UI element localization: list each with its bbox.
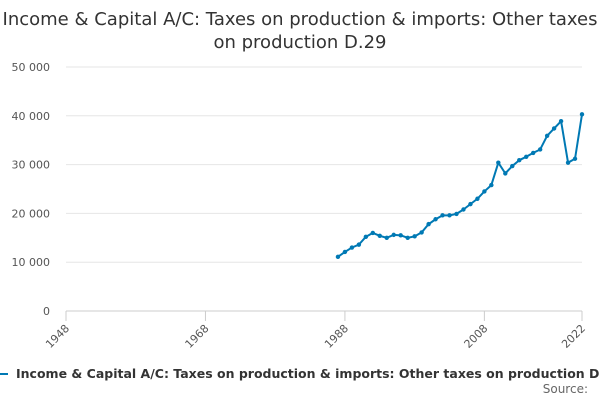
y-tick-label: 10 000 — [12, 256, 51, 269]
x-tick-label: 1968 — [183, 322, 212, 351]
y-tick-label: 30 000 — [12, 159, 51, 172]
chart-title: Income & Capital A/C: Taxes on productio… — [2, 9, 598, 53]
data-point[interactable] — [482, 189, 487, 194]
x-tick-label: 1948 — [43, 322, 72, 351]
y-tick-label: 20 000 — [12, 207, 51, 220]
y-tick-label: 50 000 — [12, 61, 51, 74]
y-tick-label: 0 — [43, 305, 50, 318]
data-point[interactable] — [454, 211, 459, 217]
data-point[interactable] — [503, 171, 508, 176]
x-tick-label: 1988 — [322, 322, 351, 351]
data-point[interactable] — [433, 217, 438, 222]
legend[interactable]: Income & Capital A/C: Taxes on productio… — [0, 366, 600, 384]
x-tick-label: 2022 — [559, 322, 588, 351]
data-point[interactable] — [419, 230, 424, 235]
data-point[interactable] — [565, 160, 571, 165]
data-point[interactable] — [440, 213, 445, 218]
axis-layer: 0 10 000 20 000 30 000 40 000 50 000 1948 1968 1… — [12, 61, 589, 351]
data-point[interactable] — [572, 156, 578, 161]
data-point[interactable] — [517, 158, 522, 163]
data-point[interactable] — [489, 182, 494, 188]
source-label: Source: — [542, 382, 588, 396]
data-point[interactable] — [537, 147, 543, 152]
grid-layer — [66, 66, 582, 312]
data-point[interactable] — [475, 196, 480, 201]
legend-swatch — [0, 372, 8, 375]
data-point[interactable] — [384, 235, 389, 240]
data-point[interactable] — [524, 154, 529, 159]
data-point[interactable] — [356, 242, 362, 247]
data-point[interactable] — [579, 112, 585, 117]
data-point[interactable] — [544, 133, 550, 139]
x-tick-label: 2008 — [462, 322, 491, 351]
data-point[interactable] — [342, 249, 348, 255]
data-point[interactable] — [363, 234, 369, 240]
data-point[interactable] — [370, 230, 376, 236]
data-point[interactable] — [349, 245, 355, 250]
data-point[interactable] — [377, 233, 382, 239]
data-point[interactable] — [551, 126, 557, 131]
data-point[interactable] — [468, 201, 473, 207]
data-point[interactable] — [530, 150, 536, 156]
data-point[interactable] — [558, 118, 564, 124]
data-point[interactable] — [335, 254, 341, 260]
data-point[interactable] — [412, 234, 417, 239]
data-point[interactable] — [391, 232, 396, 238]
data-point[interactable] — [398, 233, 403, 238]
data-point[interactable] — [426, 221, 431, 227]
data-point[interactable] — [510, 163, 515, 169]
data-point[interactable] — [405, 235, 410, 240]
y-tick-label: 40 000 — [12, 110, 51, 123]
series-layer — [335, 112, 585, 260]
data-point[interactable] — [447, 213, 452, 218]
data-point[interactable] — [461, 207, 466, 212]
legend-label: Income & Capital A/C: Taxes on productio… — [16, 366, 600, 381]
data-point[interactable] — [496, 160, 501, 165]
